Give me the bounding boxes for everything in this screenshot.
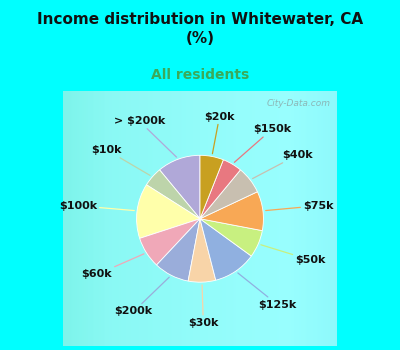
Text: $75k: $75k (266, 201, 334, 211)
Text: $20k: $20k (204, 112, 235, 154)
Text: $200k: $200k (115, 277, 169, 316)
Wedge shape (200, 170, 257, 219)
Text: $100k: $100k (59, 201, 134, 211)
Wedge shape (146, 170, 200, 219)
Text: All residents: All residents (151, 68, 249, 82)
Wedge shape (136, 185, 200, 238)
Wedge shape (140, 219, 200, 265)
Text: $50k: $50k (261, 245, 326, 265)
Wedge shape (160, 155, 200, 219)
Wedge shape (156, 219, 200, 281)
Text: $60k: $60k (82, 254, 144, 279)
Wedge shape (188, 219, 216, 282)
Text: $150k: $150k (234, 124, 291, 162)
Text: Income distribution in Whitewater, CA
(%): Income distribution in Whitewater, CA (%… (37, 12, 363, 46)
Wedge shape (200, 155, 223, 219)
Text: City-Data.com: City-Data.com (267, 99, 331, 108)
Text: $30k: $30k (188, 285, 218, 328)
Text: > $200k: > $200k (114, 116, 176, 157)
Text: $10k: $10k (92, 145, 150, 175)
Text: $125k: $125k (238, 273, 297, 310)
Wedge shape (200, 219, 262, 256)
Wedge shape (200, 192, 264, 231)
Wedge shape (200, 160, 240, 219)
Text: $40k: $40k (252, 150, 313, 178)
Wedge shape (200, 219, 251, 280)
